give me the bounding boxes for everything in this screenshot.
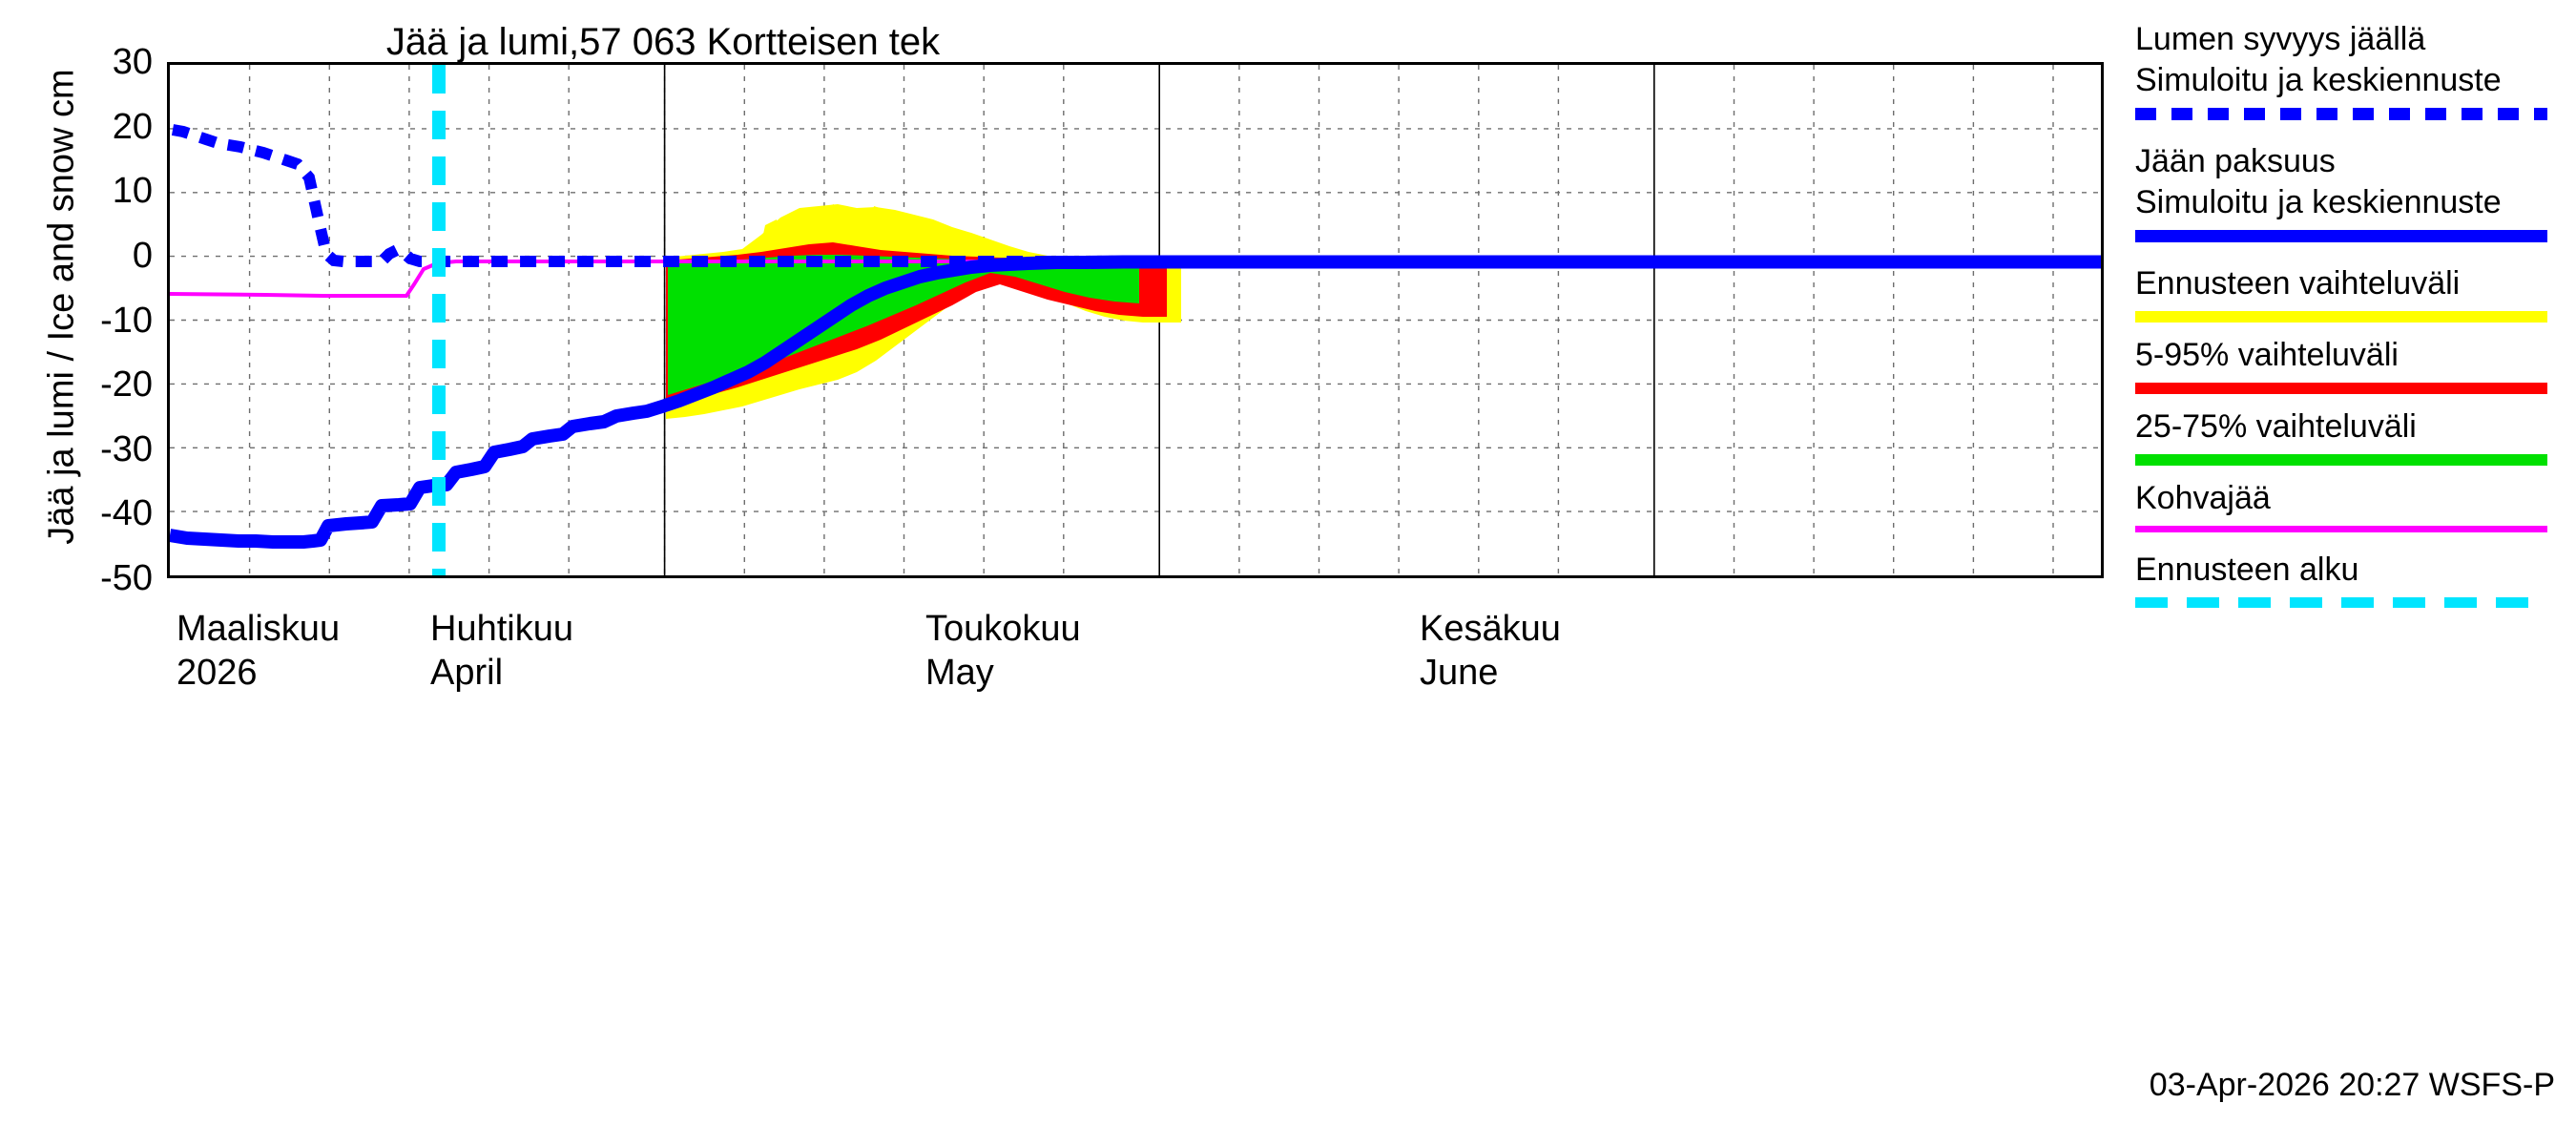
x-month-group: Kesäkuu June (1420, 607, 1561, 695)
legend-item-25-75: 25-75% vaihteluväli (2135, 406, 2565, 466)
x-month-en: June (1420, 653, 1499, 693)
x-month-group: Toukokuu May (925, 607, 1081, 695)
page-title: Jää ja lumi,57 063 Kortteisen tek (385, 21, 941, 63)
band-median (668, 255, 1139, 395)
y-tick-label: 30 (112, 42, 153, 82)
ice-thickness-line (170, 255, 2101, 549)
y-tick-label: 10 (112, 171, 153, 212)
x-axis-ticks: Maaliskuu 2026 Huhtikuu April Toukokuu M… (167, 578, 2104, 702)
x-month-group: Huhtikuu April (430, 607, 573, 695)
y-tick-label: -20 (100, 364, 153, 406)
legend-item-ice-thickness: Jään paksuus Simuloitu ja keskiennuste (2135, 141, 2565, 242)
legend-title: 25-75% vaihteluväli (2135, 408, 2417, 445)
legend-swatch-green (2135, 454, 2547, 466)
x-month-group: Maaliskuu 2026 (177, 607, 340, 695)
legend-swatch-red (2135, 383, 2547, 394)
legend-item-forecast-range: Ennusteen vaihteluväli (2135, 263, 2565, 323)
x-month-fi: Huhtikuu (430, 609, 573, 649)
legend-title: Ennusteen vaihteluväli (2135, 265, 2461, 302)
legend-subtitle: Simuloitu ja keskiennuste (2135, 62, 2502, 98)
y-tick-label: 20 (112, 106, 153, 147)
legend-item-forecast-start: Ennusteen alku (2135, 550, 2565, 608)
x-month-fi: Kesäkuu (1420, 609, 1561, 649)
legend-swatch-magenta (2135, 526, 2547, 532)
legend-subtitle: Simuloitu ja keskiennuste (2135, 184, 2502, 220)
band-5-95-spikes (756, 204, 897, 270)
x-month-en: May (925, 653, 994, 693)
y-axis-title: Jää ja lumi / Ice and snow cm (41, 69, 82, 545)
legend-item-5-95: 5-95% vaihteluväli (2135, 335, 2565, 394)
legend-swatch-dashed-blue (2135, 108, 2547, 120)
legend-title: Kohvajää (2135, 480, 2271, 516)
legend-title: Ennusteen alku (2135, 552, 2359, 588)
legend-swatch-yellow (2135, 311, 2547, 323)
y-tick-label: -40 (100, 493, 153, 534)
legend-swatch-dashed-cyan (2135, 597, 2547, 608)
y-axis-ticks: 30 20 10 0 -10 -20 -30 -40 -50 (19, 44, 153, 596)
y-tick-label: -10 (100, 300, 153, 341)
legend-title: 5-95% vaihteluväli (2135, 337, 2399, 373)
legend-item-kohvajaa: Kohvajää (2135, 478, 2565, 532)
legend-title: Jään paksuus (2135, 143, 2336, 179)
timestamp-footer: 03-Apr-2026 20:27 WSFS-P (2149, 1067, 2555, 1103)
y-tick-label: 0 (132, 235, 153, 276)
plot-svg (170, 65, 2101, 575)
legend-swatch-solid-blue (2135, 230, 2547, 242)
x-month-en: 2026 (177, 653, 258, 693)
legend-item-snow-depth: Lumen syvyys jäällä Simuloitu ja keskien… (2135, 19, 2565, 120)
y-tick-label: -30 (100, 428, 153, 469)
x-month-en: April (430, 653, 504, 693)
legend-title: Lumen syvyys jäällä (2135, 21, 2426, 57)
plot-area (167, 62, 2104, 578)
snow-depth-line (171, 124, 2101, 267)
x-month-fi: Toukokuu (925, 609, 1081, 649)
y-tick-label: -50 (100, 558, 153, 598)
x-month-fi: Maaliskuu (177, 609, 341, 649)
